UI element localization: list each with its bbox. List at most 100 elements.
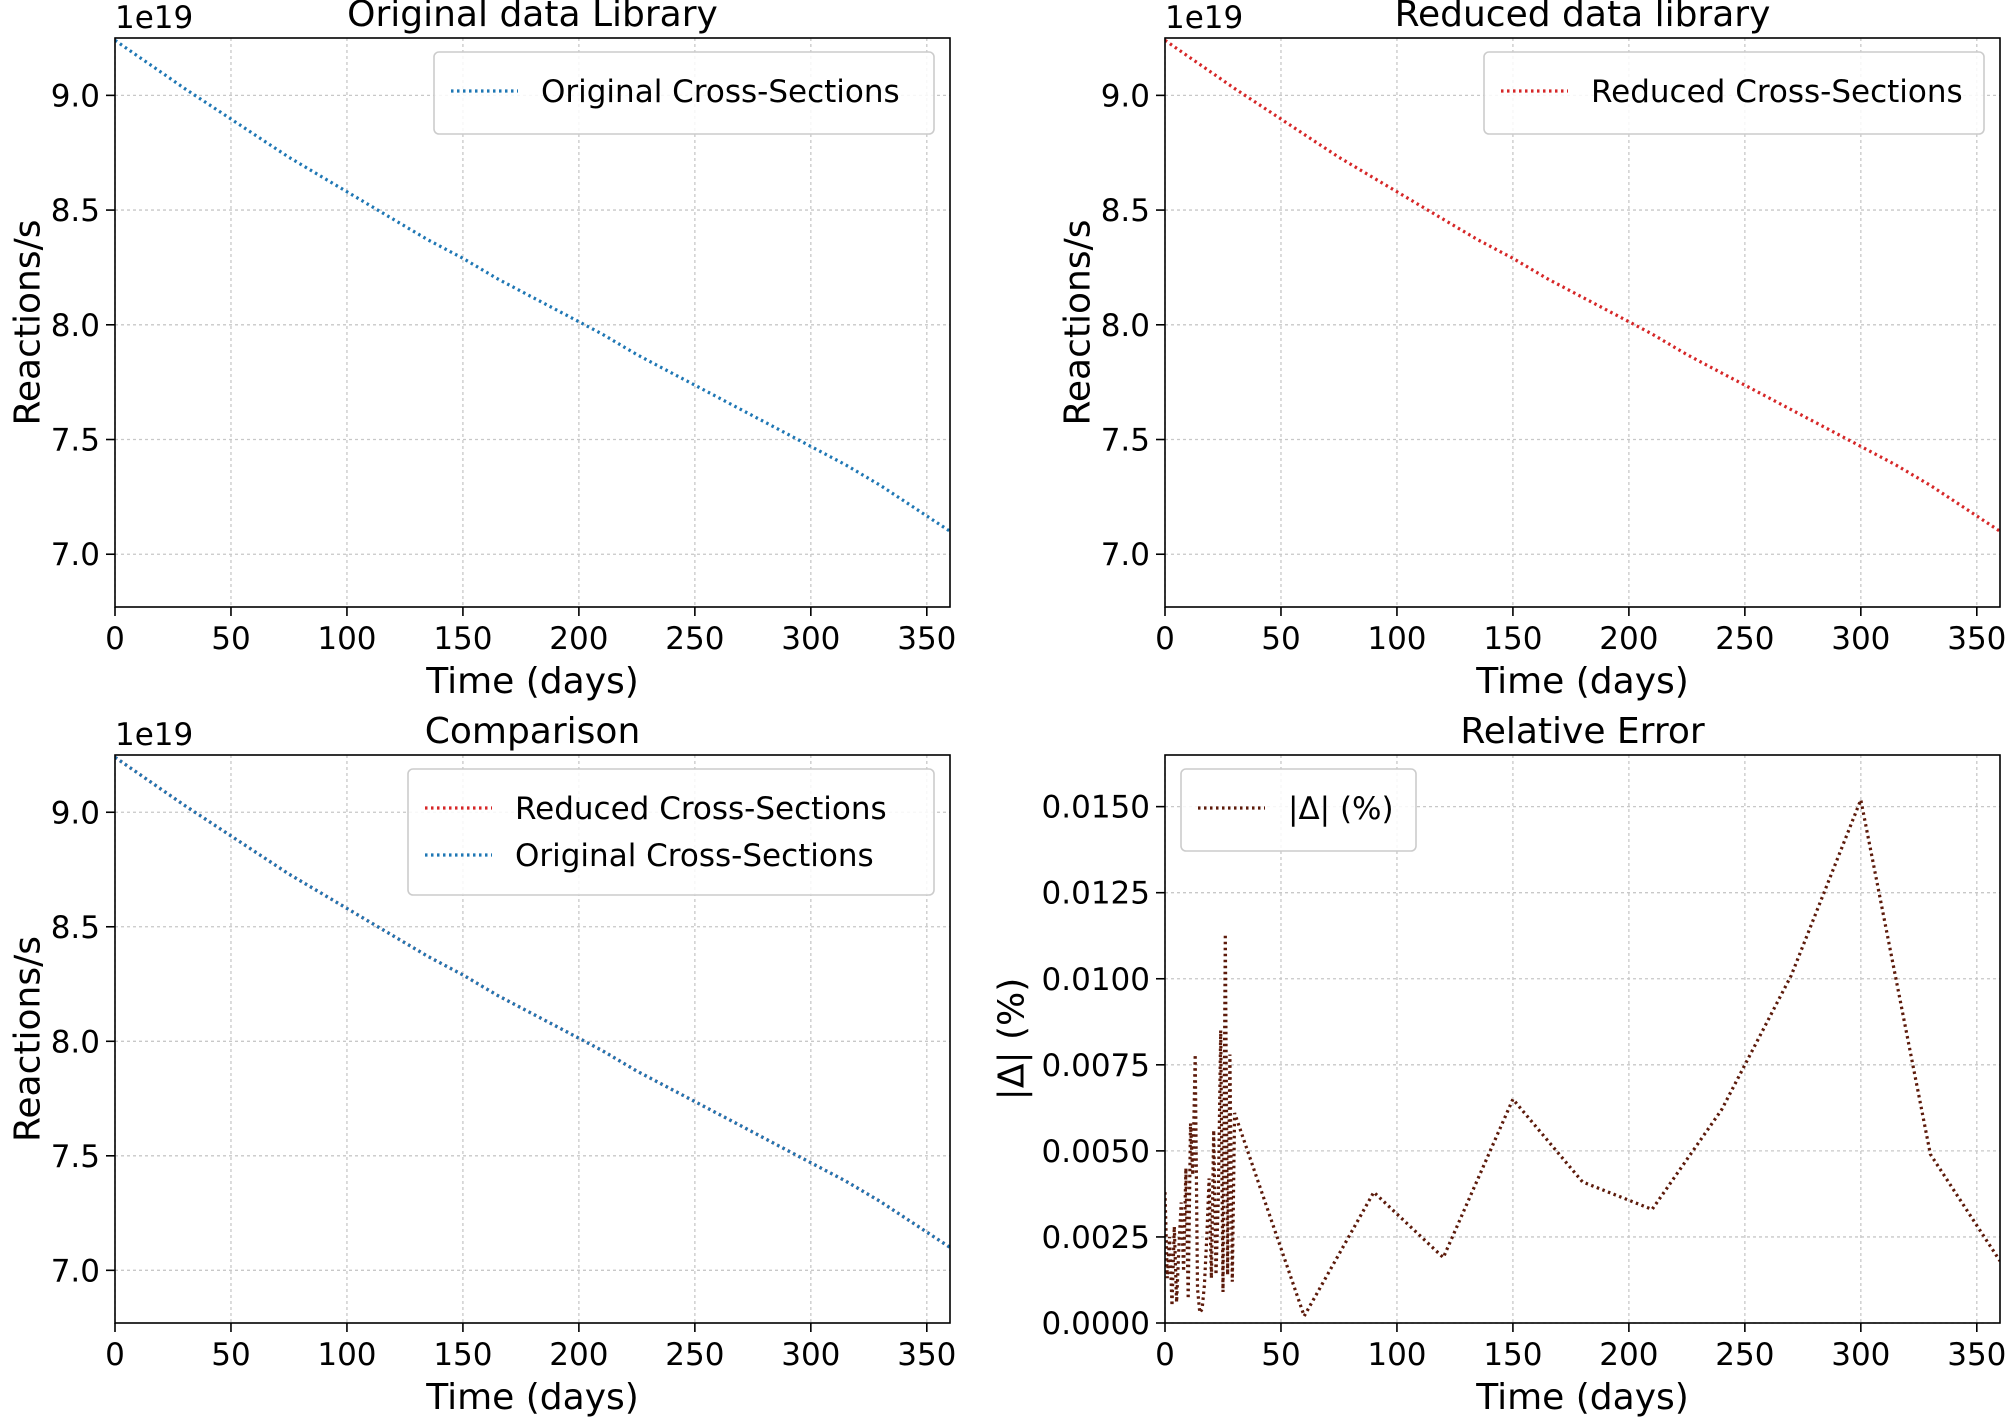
- chart-panel-2: 0 50 100 150 200 250 300 350 7.0 7.5 8.0 8.5 9.0 Redu…: [1058, 0, 2007, 702]
- x-tick-label: 300: [1831, 621, 1890, 657]
- series-group: [1165, 794, 2000, 1320]
- y-tick-label: 7.5: [1101, 423, 1150, 459]
- legend-box: [433, 51, 935, 135]
- y-tick-label: 0.0150: [1042, 790, 1150, 826]
- y-tick-label: 7.0: [1101, 537, 1150, 573]
- y-axis-label: |Δ| (%): [992, 978, 1033, 1101]
- y-tick-label: 8.5: [51, 910, 100, 946]
- legend-label: Original Cross-Sections: [541, 74, 900, 110]
- chart-title: Relative Error: [1460, 711, 1705, 752]
- x-tick-label: 150: [433, 1337, 492, 1373]
- x-tick-label: 350: [897, 621, 956, 657]
- grid: [114, 755, 950, 1323]
- x-tick-label: 300: [781, 1337, 840, 1373]
- y-tick-label: 7.0: [51, 1253, 100, 1289]
- y-axis-label: Reactions/s: [8, 220, 49, 426]
- y-tick-label: 8.5: [1101, 193, 1150, 229]
- x-tick-label: 50: [211, 621, 250, 657]
- y-tick-label: 7.0: [51, 537, 100, 573]
- x-tick-label: 200: [1599, 1337, 1658, 1373]
- x-tick-label: 100: [1367, 621, 1426, 657]
- x-tick-label: 0: [1155, 1337, 1175, 1373]
- y-tick-label: 0.0125: [1042, 876, 1150, 912]
- x-tick-label: 150: [433, 621, 492, 657]
- x-tick-label: 0: [1155, 621, 1175, 657]
- series-line-2: [115, 755, 950, 1249]
- x-tick-label: 100: [1367, 1337, 1426, 1373]
- x-tick-label: 300: [1831, 1337, 1890, 1373]
- y-tick-label: 0.0100: [1042, 962, 1150, 998]
- y-tick-label: 9.0: [51, 78, 100, 114]
- x-tick-label: 200: [549, 621, 608, 657]
- x-tick-label: 250: [1715, 1337, 1774, 1373]
- legend-box: [407, 768, 935, 896]
- y-axis-label: Reactions/s: [1058, 220, 1099, 426]
- legend-label: Reduced Cross-Sections: [515, 791, 887, 827]
- y-tick-label: 8.0: [51, 308, 100, 344]
- series-line-1: [1165, 794, 2000, 1320]
- x-axis-label: Time (days): [1475, 1377, 1689, 1418]
- x-axis-label: Time (days): [1475, 661, 1689, 702]
- x-tick-label: 150: [1483, 1337, 1542, 1373]
- chart-panel-4: 0 50 100 150 200 250 300 350 0.0000 0.0025 0.0050 0…: [992, 711, 2007, 1418]
- legend: Original Cross-Sections: [433, 51, 935, 135]
- chart-title: Reduced data library: [1395, 0, 1771, 35]
- grid: [1164, 38, 2000, 607]
- legend-label: Original Cross-Sections: [515, 838, 874, 874]
- y-tick-label: 8.5: [51, 193, 100, 229]
- y-tick-label: 0.0025: [1042, 1220, 1150, 1256]
- x-tick-label: 50: [211, 1337, 250, 1373]
- x-tick-label: 350: [897, 1337, 956, 1373]
- y-offset-text: 1e19: [115, 717, 193, 753]
- legend-label: Reduced Cross-Sections: [1591, 74, 1963, 110]
- legend-box: [1180, 768, 1417, 852]
- series-group: [115, 755, 950, 1249]
- chart-title: Comparison: [425, 711, 641, 752]
- series-group: [1165, 38, 2000, 533]
- y-tick-label: 8.0: [51, 1024, 100, 1060]
- chart-title: Original data Library: [347, 0, 718, 35]
- x-tick-label: 0: [105, 621, 125, 657]
- chart-panel-1: 0 50 100 150 200 250 300 350 7.0 7.5 8.0 8.5 9.0 Orig…: [8, 0, 957, 702]
- series-group: [115, 38, 950, 533]
- series-line-1: [115, 38, 950, 533]
- legend: Reduced Cross-Sections Original Cross-Sec…: [407, 768, 935, 896]
- x-tick-label: 300: [781, 621, 840, 657]
- y-tick-label: 0.0050: [1042, 1134, 1150, 1170]
- legend: Reduced Cross-Sections: [1483, 51, 1985, 135]
- x-tick-label: 0: [105, 1337, 125, 1373]
- axes-frame: [114, 754, 951, 1324]
- legend-box: [1483, 51, 1985, 135]
- x-axis-label: Time (days): [425, 661, 639, 702]
- x-tick-label: 350: [1947, 1337, 2006, 1373]
- x-axis-label: Time (days): [425, 1377, 639, 1418]
- x-tick-label: 50: [1261, 621, 1300, 657]
- x-tick-label: 200: [549, 1337, 608, 1373]
- x-tick-label: 100: [317, 1337, 376, 1373]
- axes-frame: [1164, 37, 2001, 608]
- x-tick-label: 350: [1947, 621, 2006, 657]
- y-tick-label: 0.0000: [1042, 1306, 1150, 1342]
- y-tick-label: 9.0: [51, 795, 100, 831]
- x-tick-label: 150: [1483, 621, 1542, 657]
- legend-label: |Δ| (%): [1288, 791, 1394, 827]
- y-tick-label: 0.0075: [1042, 1048, 1150, 1084]
- x-tick-label: 250: [665, 621, 724, 657]
- x-tick-label: 250: [1715, 621, 1774, 657]
- chart-panel-3: 0 50 100 150 200 250 300 350 7.0 7.5 8.0 8.5 9.0 Comp…: [8, 711, 957, 1418]
- y-tick-label: 7.5: [51, 1139, 100, 1175]
- legend: |Δ| (%): [1180, 768, 1417, 852]
- y-axis-label: Reactions/s: [8, 936, 49, 1142]
- x-tick-label: 250: [665, 1337, 724, 1373]
- y-offset-text: 1e19: [1165, 0, 1243, 36]
- y-tick-label: 7.5: [51, 423, 100, 459]
- axes-frame: [114, 37, 951, 608]
- axes-frame: [1164, 754, 2001, 1324]
- grid: [114, 38, 950, 607]
- y-tick-label: 8.0: [1101, 308, 1150, 344]
- x-tick-label: 50: [1261, 1337, 1300, 1373]
- y-tick-label: 9.0: [1101, 78, 1150, 114]
- x-tick-label: 200: [1599, 621, 1658, 657]
- x-tick-label: 100: [317, 621, 376, 657]
